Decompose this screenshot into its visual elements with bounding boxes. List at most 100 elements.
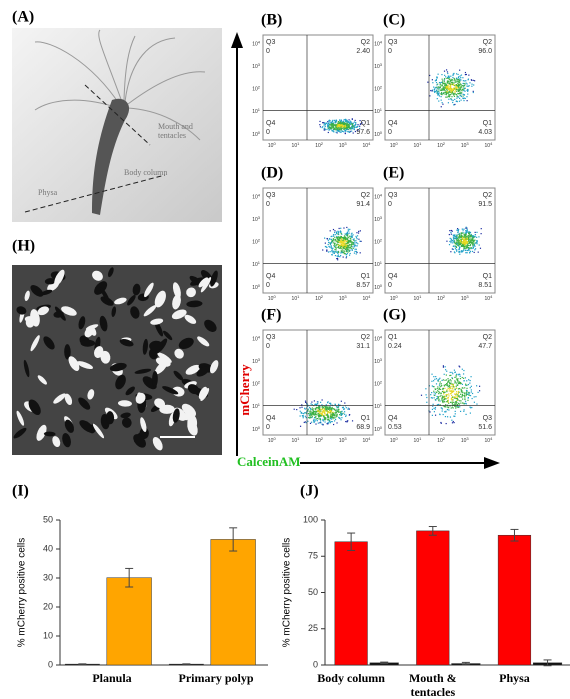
event bbox=[345, 237, 346, 238]
event bbox=[467, 250, 468, 251]
event bbox=[452, 240, 453, 241]
y-tick-label: 100 bbox=[374, 130, 383, 138]
event bbox=[468, 236, 469, 237]
event bbox=[455, 404, 456, 405]
event bbox=[446, 371, 447, 372]
event bbox=[458, 84, 459, 85]
quadrant-name: Q3 bbox=[266, 334, 275, 341]
event bbox=[449, 390, 450, 391]
event bbox=[434, 397, 435, 398]
event bbox=[443, 401, 444, 402]
event bbox=[447, 382, 448, 383]
event bbox=[444, 78, 445, 79]
event bbox=[451, 395, 452, 396]
event bbox=[332, 248, 333, 249]
event bbox=[450, 383, 451, 384]
event bbox=[438, 74, 439, 75]
event bbox=[458, 230, 459, 231]
event bbox=[330, 421, 331, 422]
event bbox=[437, 88, 438, 89]
event bbox=[444, 399, 445, 400]
event bbox=[461, 252, 462, 253]
event bbox=[334, 237, 335, 238]
event bbox=[457, 85, 458, 86]
event bbox=[445, 384, 446, 385]
event bbox=[339, 414, 340, 415]
event bbox=[352, 118, 353, 119]
event bbox=[466, 380, 467, 381]
quadrant-value: 97.6 bbox=[356, 129, 370, 136]
event bbox=[463, 236, 464, 237]
event bbox=[316, 414, 317, 415]
event bbox=[317, 403, 318, 404]
event bbox=[338, 254, 339, 255]
event bbox=[458, 374, 459, 375]
event bbox=[458, 96, 459, 97]
event bbox=[444, 392, 445, 393]
event bbox=[320, 410, 321, 411]
event bbox=[323, 416, 324, 417]
annotation: Body column bbox=[124, 168, 167, 177]
event bbox=[461, 96, 462, 97]
event bbox=[462, 392, 463, 393]
event bbox=[452, 383, 453, 384]
x-tick-label: 100 bbox=[268, 141, 277, 149]
event bbox=[464, 399, 465, 400]
event bbox=[356, 249, 357, 250]
event bbox=[460, 244, 461, 245]
x-tick-label: 104 bbox=[485, 436, 494, 444]
event bbox=[451, 420, 452, 421]
event bbox=[454, 251, 455, 252]
event bbox=[456, 235, 457, 236]
quadrant-name: Q3 bbox=[388, 192, 397, 199]
event bbox=[463, 411, 464, 412]
event bbox=[444, 94, 445, 95]
event bbox=[339, 238, 340, 239]
event bbox=[469, 383, 470, 384]
tick-exponent: 4 bbox=[258, 193, 261, 198]
event bbox=[335, 414, 336, 415]
event bbox=[468, 397, 469, 398]
event bbox=[437, 404, 438, 405]
event bbox=[333, 236, 334, 237]
event bbox=[456, 91, 457, 92]
event bbox=[451, 407, 452, 408]
event bbox=[340, 122, 341, 123]
event bbox=[305, 416, 306, 417]
event bbox=[453, 94, 454, 95]
event bbox=[465, 247, 466, 248]
event bbox=[359, 241, 360, 242]
event bbox=[468, 89, 469, 90]
event bbox=[327, 126, 328, 127]
event bbox=[460, 411, 461, 412]
event bbox=[464, 94, 465, 95]
event bbox=[315, 419, 316, 420]
event bbox=[314, 419, 315, 420]
event bbox=[328, 246, 329, 247]
quadrant-value: 0 bbox=[266, 48, 270, 55]
event bbox=[340, 255, 341, 256]
y-tick-label: 102 bbox=[374, 238, 383, 246]
event bbox=[465, 250, 466, 251]
event bbox=[445, 85, 446, 86]
event bbox=[459, 242, 460, 243]
event bbox=[336, 416, 337, 417]
event bbox=[470, 412, 471, 413]
tick-exponent: 1 bbox=[380, 107, 383, 112]
event bbox=[360, 230, 361, 231]
event bbox=[435, 87, 436, 88]
event bbox=[327, 406, 328, 407]
event bbox=[332, 240, 333, 241]
event bbox=[330, 403, 331, 404]
y-tick-label: 101 bbox=[374, 260, 383, 268]
event bbox=[328, 251, 329, 252]
event bbox=[463, 83, 464, 84]
event bbox=[349, 244, 350, 245]
event bbox=[348, 124, 349, 125]
event bbox=[306, 417, 307, 418]
event bbox=[441, 92, 442, 93]
quadrant-name: Q1 bbox=[388, 334, 397, 341]
event bbox=[441, 74, 442, 75]
event bbox=[443, 93, 444, 94]
event bbox=[326, 250, 327, 251]
